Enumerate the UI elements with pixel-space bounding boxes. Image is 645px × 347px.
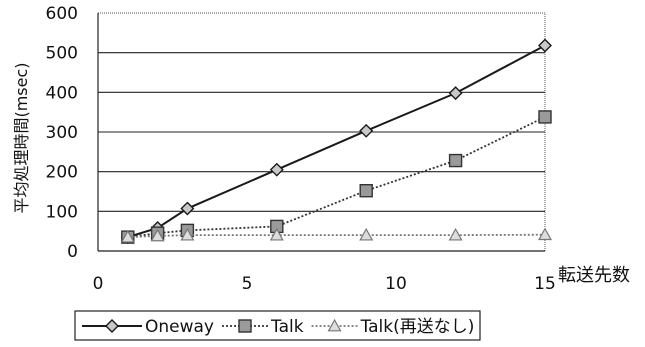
legend-label: Talk(再送なし): [360, 317, 475, 337]
gridlines: [97, 13, 545, 252]
legend-marker: [238, 319, 252, 333]
x-tick-label: 0: [93, 274, 104, 294]
diamond-series-point: [359, 123, 374, 138]
triangle-series-point: [448, 227, 463, 241]
tick-labels: 0 100 200 300 400 500 600 0 5 10 15: [46, 4, 556, 294]
legend-entry: Talk(再送なし): [311, 317, 475, 337]
legend-marker: [327, 318, 342, 332]
diamond-series-point: [448, 86, 463, 101]
triangle-series: [120, 227, 553, 243]
square-series-point: [359, 184, 373, 198]
y-tick-label: 200: [46, 163, 78, 183]
triangle-series-point: [269, 227, 284, 241]
y-tick-label: 0: [67, 242, 78, 262]
triangle-series-point: [180, 227, 195, 241]
x-tick-label: 5: [242, 274, 253, 294]
x-tick-label: 15: [534, 274, 556, 294]
triangle-series-point: [359, 227, 374, 241]
diamond-series-point: [180, 201, 195, 216]
legend-label: Talk: [270, 317, 304, 337]
y-tick-label: 300: [46, 123, 78, 143]
x-axis-title: 転送先数: [558, 265, 630, 286]
legend-entry: Talk: [222, 317, 304, 337]
y-tick-label: 400: [46, 83, 78, 103]
series-group: [120, 38, 553, 245]
legend-label: Oneway: [145, 317, 214, 337]
y-tick-label: 500: [46, 44, 78, 64]
legend-entry: Oneway: [82, 317, 214, 337]
triangle-series-point: [537, 227, 553, 241]
y-axis-title: 平均処理時間(msec): [12, 62, 31, 213]
triangle-series-point: [150, 228, 165, 242]
square-series-point: [448, 153, 463, 168]
triangle-series-point: [120, 229, 135, 243]
legend: Oneway Talk Talk(再送なし): [74, 310, 481, 341]
legend-box: [74, 310, 481, 341]
y-tick-label: 600: [46, 4, 78, 24]
square-series-point: [538, 110, 552, 124]
legend-marker: [105, 319, 119, 333]
x-tick-label: 10: [385, 274, 407, 294]
y-tick-label: 100: [46, 202, 78, 222]
diamond-series-point: [269, 162, 284, 177]
diamond-series-point: [538, 38, 552, 53]
